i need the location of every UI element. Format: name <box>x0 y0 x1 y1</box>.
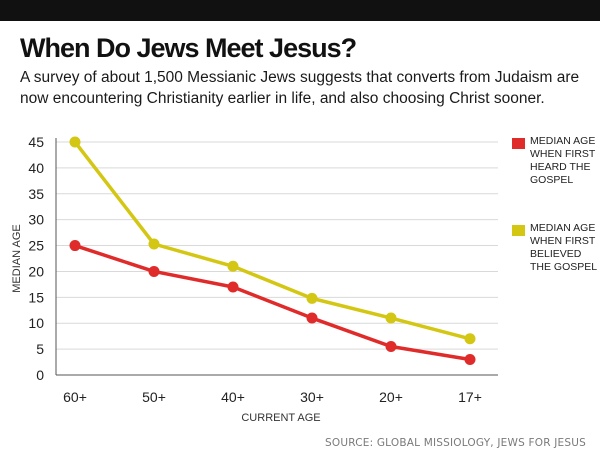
data-point-1 <box>148 238 160 250</box>
data-point-0 <box>148 265 160 277</box>
legend-label-heard: MEDIAN AGE WHEN FIRST HEARD THE GOSPEL <box>530 135 596 186</box>
x-tick-label: 50+ <box>142 389 166 405</box>
series-line-0 <box>74 243 471 362</box>
y-tick-label: 5 <box>36 341 44 357</box>
legend-swatch-believed <box>512 225 525 236</box>
data-point-1 <box>385 312 397 324</box>
data-point-0 <box>306 312 318 324</box>
x-tick-label: 30+ <box>300 389 324 405</box>
data-point-1 <box>464 333 476 345</box>
x-axis-label: CURRENT AGE <box>241 412 320 424</box>
y-tick-label: 35 <box>28 186 44 202</box>
chart-title: When Do Jews Meet Jesus? <box>20 33 357 63</box>
y-tick-label: 30 <box>28 212 44 228</box>
y-axis-label: MEDIAN AGE <box>11 224 23 292</box>
data-point-1 <box>227 260 239 272</box>
x-tick-label: 60+ <box>63 389 87 405</box>
y-tick-label: 0 <box>36 367 44 383</box>
data-point-0 <box>385 341 397 353</box>
legend-label-believed: MEDIAN AGE WHEN FIRST BELIEVED THE GOSPE… <box>530 222 598 273</box>
top-bar <box>0 0 600 21</box>
data-point-0 <box>69 240 81 252</box>
x-tick-label: 17+ <box>458 389 482 405</box>
source-note: SOURCE: GLOBAL MISSIOLOGY, JEWS FOR JESU… <box>325 437 586 449</box>
data-point-1 <box>69 136 81 148</box>
x-tick-label: 40+ <box>221 389 245 405</box>
y-tick-label: 10 <box>28 315 44 331</box>
y-tick-label: 20 <box>28 263 44 279</box>
y-tick-label: 45 <box>28 134 44 150</box>
data-point-0 <box>227 281 239 293</box>
x-tick-label: 20+ <box>379 389 403 405</box>
y-tick-label: 15 <box>28 289 44 305</box>
legend-swatch-heard <box>512 138 525 149</box>
y-tick-label: 40 <box>28 160 44 176</box>
data-point-1 <box>306 292 318 304</box>
y-tick-label: 25 <box>28 238 44 254</box>
series-line-1 <box>73 140 471 341</box>
chart-subtitle: A survey of about 1,500 Messianic Jews s… <box>20 69 580 107</box>
data-point-0 <box>464 353 476 365</box>
